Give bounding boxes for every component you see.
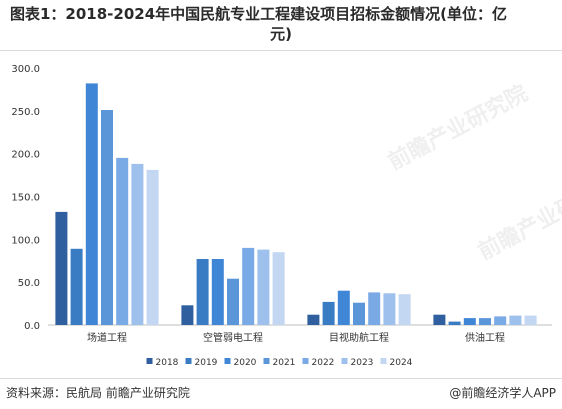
y-tick-label-1: 50.0 (18, 278, 40, 289)
x-tick-label-3: 供油工程 (465, 331, 505, 344)
legend-label-2023: 2023 (351, 358, 374, 368)
legend-swatch-2018 (146, 358, 153, 364)
bar-0-2023 (131, 163, 144, 325)
bar-0-2022 (116, 157, 129, 325)
bar-2-2021 (353, 302, 365, 325)
legend-label-2020: 2020 (234, 358, 257, 368)
y-tick-label-6: 300.0 (11, 64, 40, 75)
bar-3-2020 (463, 318, 476, 325)
bar-0-2021 (101, 110, 113, 325)
y-tick-label-2: 100.0 (11, 235, 40, 246)
brand-text: @前瞻经济学人APP (449, 386, 556, 400)
bar-0-2019 (70, 248, 83, 325)
bar-1-2024 (272, 252, 285, 325)
bar-1-2022 (242, 247, 255, 325)
source-text: 资料来源：民航局 前瞻产业研究院 (6, 386, 190, 400)
y-tick-label-3: 150.0 (11, 193, 40, 204)
legend-swatch-2024 (380, 358, 387, 364)
y-tick-label-0: 0.0 (24, 321, 40, 332)
bar-3-2019 (448, 321, 461, 325)
bar-chart: 0.0 50.0 100.0 150.0 200.0 250.0 300.0 场道工程 空管弱电… (11, 64, 552, 368)
y-tick-label-4: 200.0 (11, 150, 40, 161)
x-tick-label-0: 场道工程 (87, 331, 127, 344)
legend-label-2022: 2022 (312, 358, 335, 368)
x-tick-label-2: 目视助航工程 (329, 331, 389, 344)
bar-1-2020 (211, 259, 224, 325)
legend-swatch-2020 (224, 358, 231, 364)
chart-title-line1: 图表1：2018-2024年中国民航专业工程建设项目招标金额情况(单位：亿 (10, 5, 508, 23)
bar-3-2022 (494, 316, 507, 325)
chart-title-line2: 元) (270, 25, 292, 43)
bar-2-2023 (383, 293, 396, 325)
bar-3-2021 (479, 318, 491, 325)
bar-0-2020 (85, 83, 98, 326)
legend-label-2018: 2018 (156, 358, 179, 368)
chart-title: 图表1：2018-2024年中国民航专业工程建设项目招标金额情况(单位：亿 元) (6, 4, 556, 44)
legend-label-2024: 2024 (390, 358, 413, 368)
bar-2-2019 (322, 301, 335, 325)
legend-swatch-2022 (302, 358, 309, 364)
legend-swatch-2019 (185, 358, 192, 364)
legend-label-2019: 2019 (195, 358, 218, 368)
title-divider (0, 50, 562, 51)
bar-0-2024 (146, 169, 159, 325)
bar-0-2018 (55, 211, 68, 325)
bar-3-2018 (433, 314, 446, 325)
legend-label-2021: 2021 (273, 358, 296, 368)
bar-1-2019 (196, 259, 209, 325)
bar-2-2022 (368, 292, 381, 325)
bar-3-2024 (524, 315, 537, 325)
x-tick-label-1: 空管弱电工程 (203, 331, 263, 344)
footer-divider (0, 378, 562, 379)
bar-2-2024 (398, 294, 411, 325)
footer: 资料来源：民航局 前瞻产业研究院 @前瞻经济学人APP (6, 384, 556, 401)
bar-3-2023 (509, 315, 522, 325)
bar-1-2023 (257, 249, 270, 325)
legend-swatch-2023 (341, 358, 348, 364)
bar-1-2018 (181, 305, 194, 325)
y-tick-label-5: 250.0 (11, 107, 40, 118)
bar-2-2018 (307, 314, 320, 325)
bar-2-2020 (337, 290, 350, 325)
legend-swatch-2021 (263, 358, 270, 364)
bar-1-2021 (227, 278, 239, 325)
